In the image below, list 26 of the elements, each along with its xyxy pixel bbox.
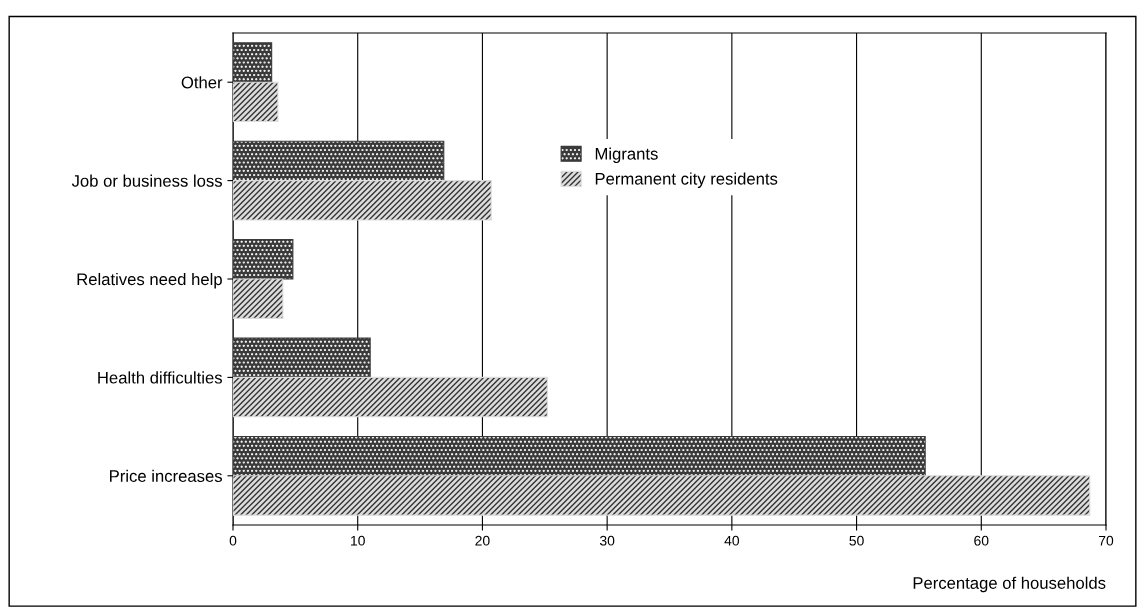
x-tick-label: 0 — [229, 535, 237, 546]
y-tick-label: Health difficulties — [98, 371, 222, 384]
x-tick-label: 10 — [351, 535, 365, 546]
x-tick-label: 70 — [1098, 535, 1114, 546]
x-tick-label: 60 — [974, 535, 989, 546]
x-tick-label: 30 — [599, 535, 615, 546]
y-tick-label: Relatives need help — [77, 272, 222, 289]
bar — [233, 376, 548, 418]
bar — [233, 81, 279, 123]
bar — [233, 435, 926, 477]
y-tick-label: Other — [181, 76, 223, 89]
bar — [233, 475, 1091, 516]
x-tick-label: 50 — [849, 535, 864, 546]
bar — [233, 337, 371, 378]
legend-label: Migrants — [595, 147, 658, 164]
bar — [233, 180, 492, 221]
x-tick-label: 40 — [724, 535, 740, 546]
bar — [233, 239, 294, 280]
bar — [233, 278, 284, 319]
y-tick-label: Job or business loss — [71, 174, 222, 187]
bar — [233, 42, 273, 83]
x-axis-title: Percentage of households — [913, 576, 1106, 593]
y-tick-label: Price increases — [110, 469, 222, 482]
legend-label: Permanent city residents — [595, 172, 778, 188]
bar — [233, 140, 445, 182]
x-tick-label: 20 — [475, 535, 490, 546]
